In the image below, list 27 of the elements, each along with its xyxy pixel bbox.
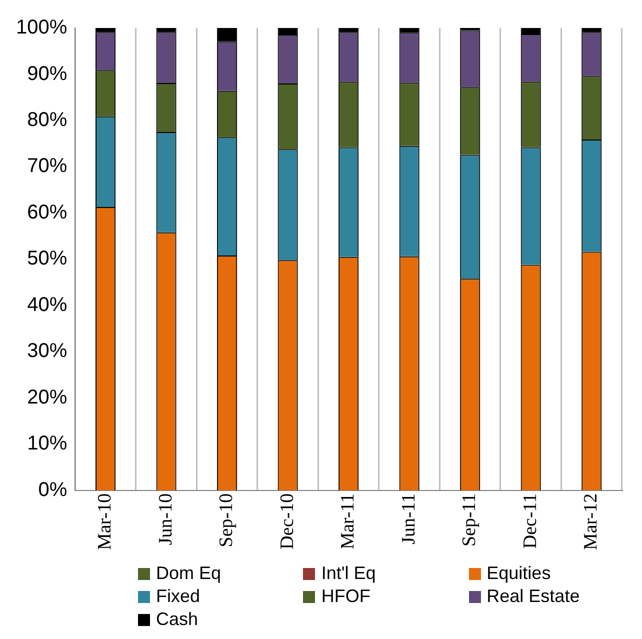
legend-label: Fixed <box>156 586 200 607</box>
y-tick-label: 0% <box>38 478 68 501</box>
x-tick-label: Mar-10 <box>94 493 116 550</box>
y-tick-label: 60% <box>27 201 68 224</box>
x-tick-label: Mar-11 <box>338 493 359 550</box>
legend-label: Int'l Eq <box>321 563 376 584</box>
y-tick-label: 10% <box>27 432 68 455</box>
legend-label: Real Estate <box>486 586 580 607</box>
x-tick-label: Dec-10 <box>276 493 298 550</box>
x-tick-label: Jun-11 <box>398 493 420 544</box>
y-tick-label: 50% <box>27 248 68 270</box>
legend-label: Equities <box>486 563 551 584</box>
y-tick-label: 90% <box>27 62 68 85</box>
x-tick-label: Dec-11 <box>520 493 541 549</box>
y-tick-label: 70% <box>27 155 68 178</box>
y-tick-label: 20% <box>27 386 68 408</box>
y-tick-label: 40% <box>27 294 68 316</box>
x-tick-label: Sep-11 <box>459 493 480 547</box>
x-tick-label: Mar-12 <box>580 493 602 550</box>
y-tick-label: 80% <box>27 108 68 131</box>
legend-label: Cash <box>156 609 198 630</box>
y-tick-label: 30% <box>27 340 68 362</box>
x-tick-label: Sep-10 <box>216 493 238 548</box>
legend-label: HFOF <box>321 586 370 607</box>
x-tick-label: Jun-10 <box>155 493 176 546</box>
legend-label: Dom Eq <box>156 563 222 584</box>
y-tick-label: 100% <box>16 16 68 39</box>
